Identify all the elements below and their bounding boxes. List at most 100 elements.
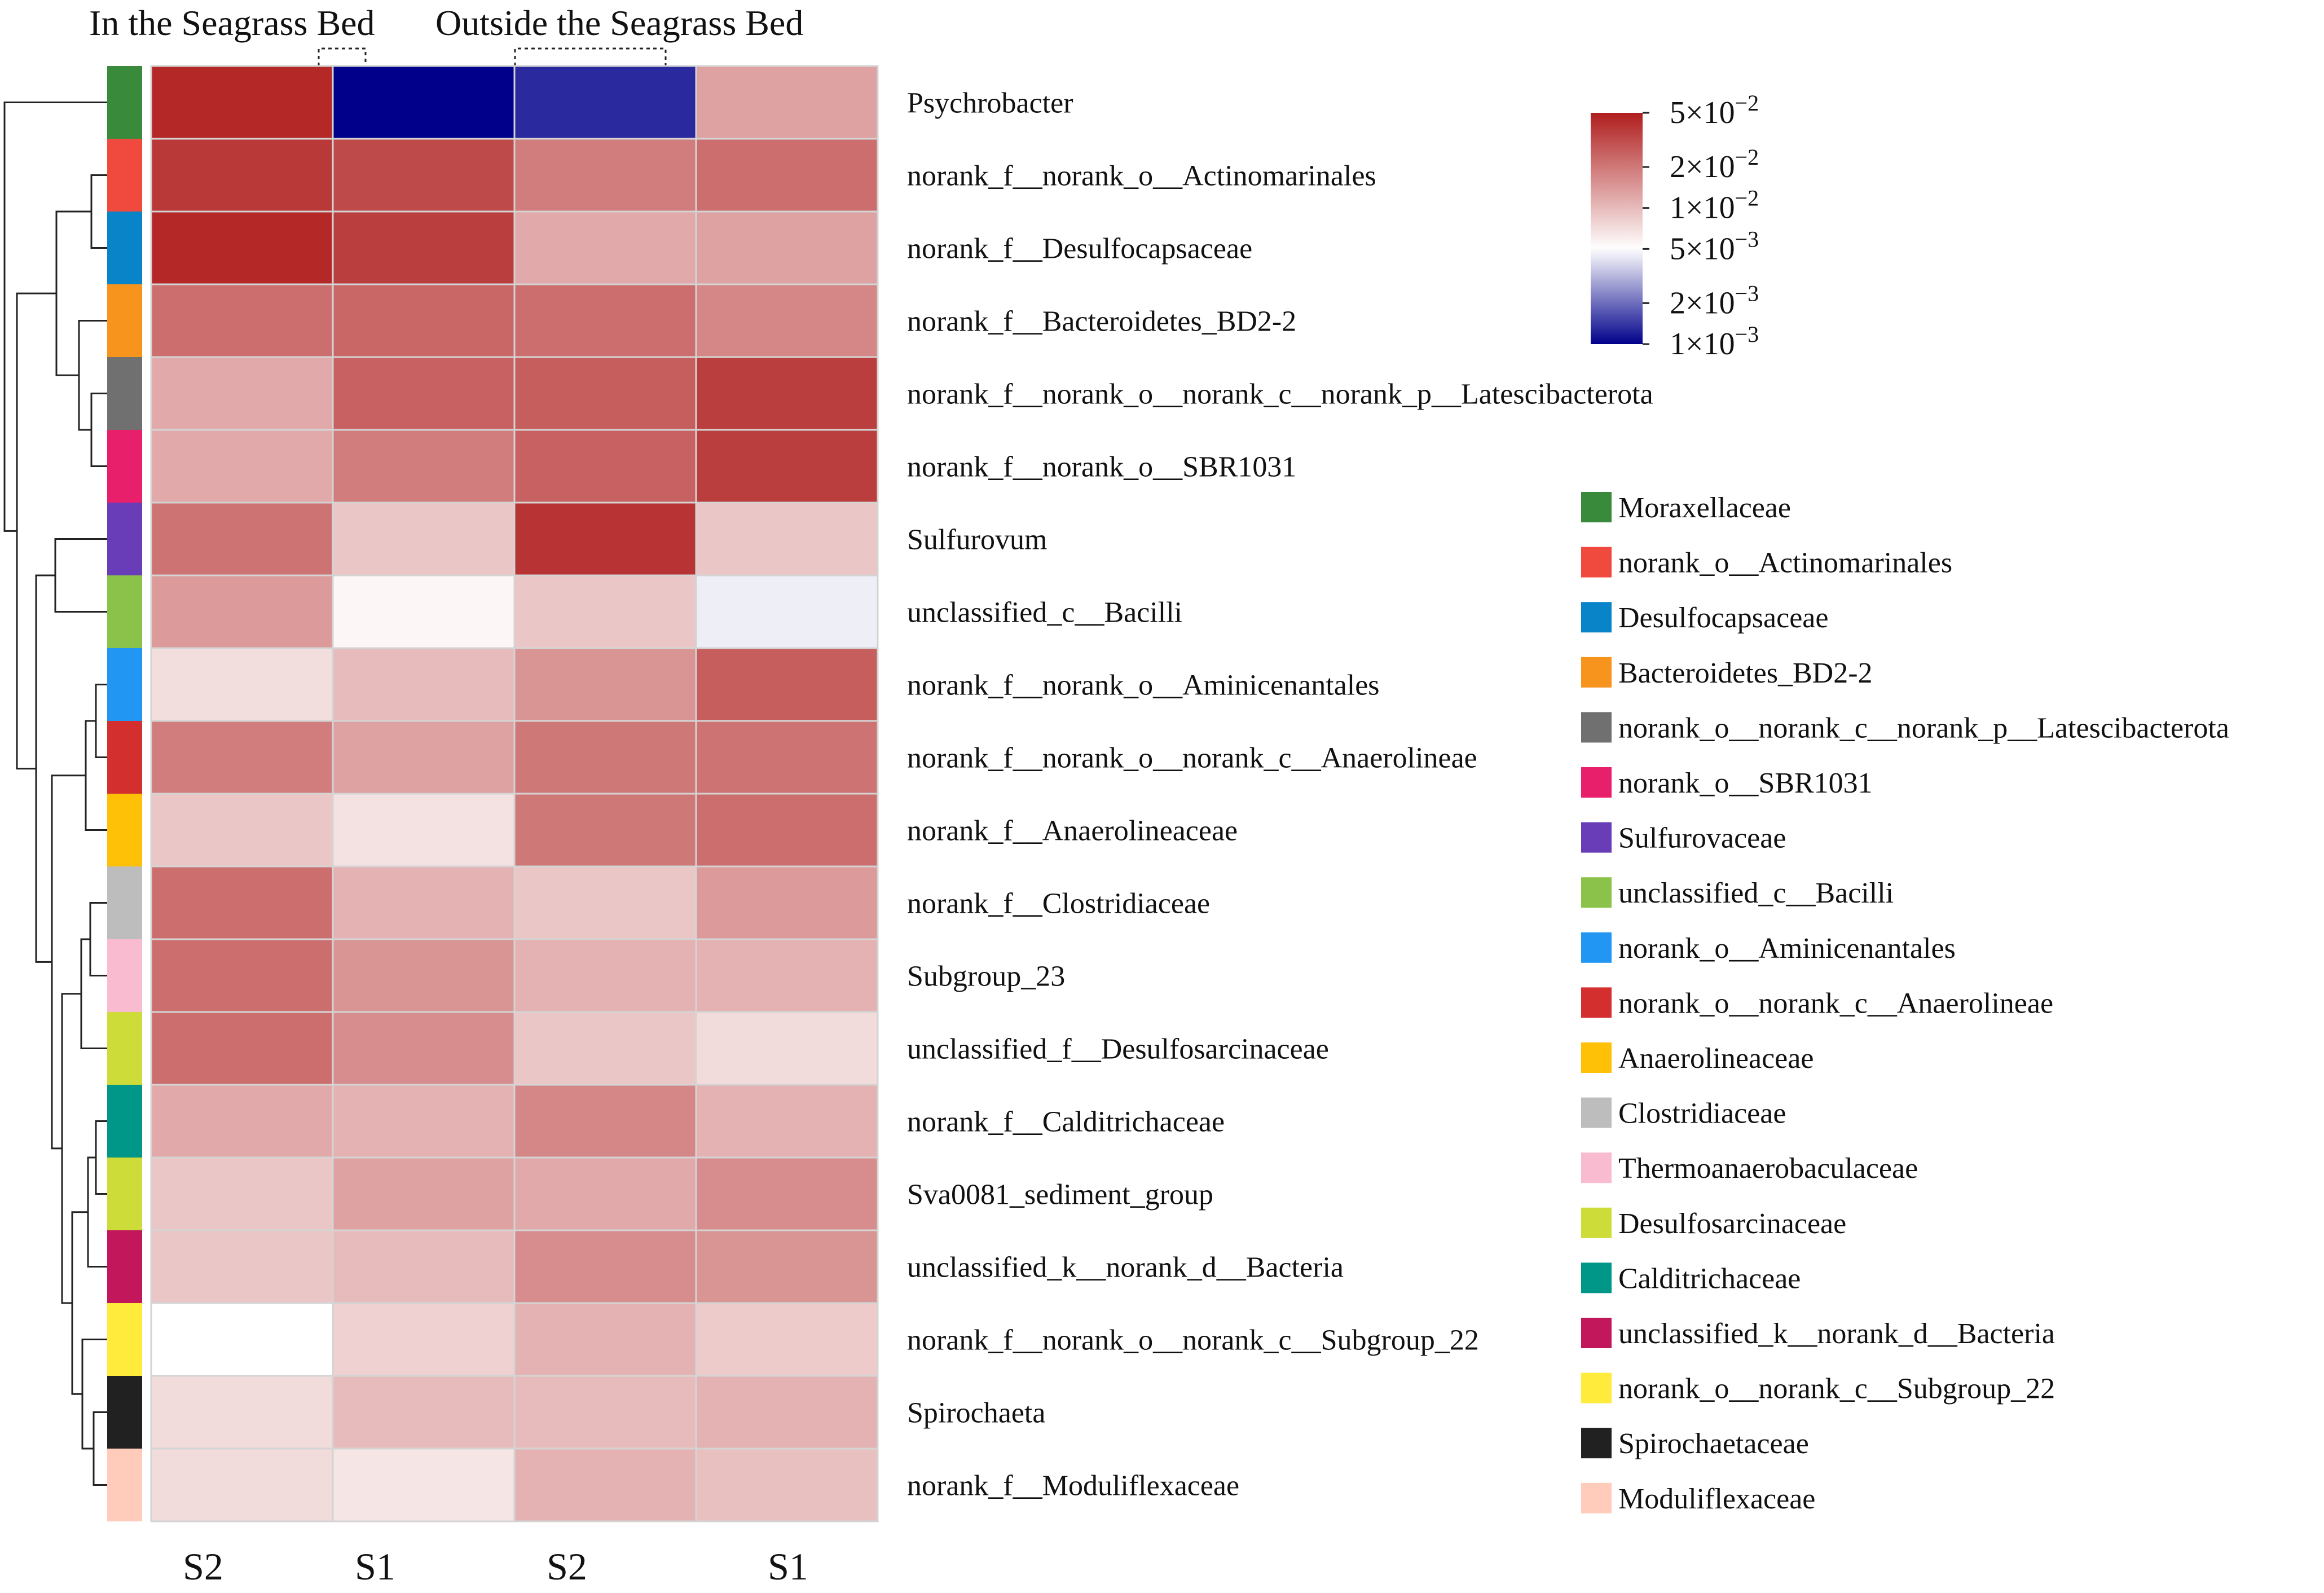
heatmap-cell <box>332 574 516 649</box>
dendrogram-branch <box>54 538 107 613</box>
dendrogram-branch <box>71 1211 88 1395</box>
family-strip-cell <box>107 575 142 648</box>
family-strip-cell <box>107 1303 142 1376</box>
legend-label: Moraxellaceae <box>1618 492 1791 524</box>
heatmap-cell <box>150 356 334 431</box>
column-cluster-bracket <box>514 47 667 66</box>
legend-swatch <box>1581 1097 1612 1128</box>
heatmap-cells <box>150 65 879 1522</box>
legend-label: Desulfocapsaceae <box>1618 602 1828 634</box>
heatmap-cell <box>513 938 697 1013</box>
legend-swatch <box>1581 1372 1612 1403</box>
heatmap-cell <box>695 356 879 431</box>
column-label: S1 <box>355 1545 395 1588</box>
heatmap-cell <box>513 356 697 431</box>
dendrogram-branch <box>90 174 107 249</box>
dendrogram-branch <box>80 938 107 1049</box>
dendrogram-branch <box>90 393 107 467</box>
heatmap-cell <box>695 1084 879 1159</box>
heatmap-cell <box>513 1084 697 1159</box>
heatmap-cell <box>513 865 697 940</box>
heatmap-cell <box>150 1229 334 1304</box>
heatmap-cell <box>150 501 334 577</box>
row-label: unclassified_k__norank_d__Bacteria <box>907 1252 1344 1284</box>
legend-swatch <box>1581 767 1612 798</box>
family-strip-cell <box>107 794 142 866</box>
row-label: Psychrobacter <box>907 87 1073 120</box>
heatmap-cell <box>150 65 334 140</box>
legend-label: norank_o__norank_c__Anaerolineae <box>1618 987 2053 1019</box>
column-label: S2 <box>183 1545 223 1588</box>
color-scale-label: 5×10−3 <box>1670 226 1759 266</box>
column-labels: S2 S1 S2 S1 <box>183 1545 808 1588</box>
legend-label: norank_o__norank_c__Subgroup_22 <box>1618 1373 2055 1405</box>
heatmap-cell <box>332 1447 516 1522</box>
legend-label: Bacteroidetes_BD2-2 <box>1618 657 1873 689</box>
heatmap-cell <box>695 138 879 213</box>
heatmap-cell <box>150 865 334 940</box>
row-label: Subgroup_23 <box>907 961 1065 993</box>
legend-swatch <box>1581 987 1612 1018</box>
heatmap-cell <box>695 1375 879 1450</box>
heatmap-cell <box>332 1229 516 1304</box>
heatmap-cell <box>150 938 334 1013</box>
legend-label: unclassified_k__norank_d__Bacteria <box>1618 1318 2055 1350</box>
group-title-in-seagrass-bed: In the Seagrass Bed <box>89 3 375 43</box>
row-label: Sulfurovum <box>907 524 1047 556</box>
heatmap-cell <box>513 1011 697 1086</box>
dendrogram-branch <box>93 1411 107 1486</box>
legend-swatch <box>1581 1428 1612 1459</box>
row-labels: Psychrobacter norank_f__norank_o__Actinom… <box>907 87 1653 1502</box>
color-scale-label: 1×10−2 <box>1670 186 1759 226</box>
heatmap-cell <box>332 138 516 213</box>
heatmap-cell <box>695 65 879 140</box>
color-scale-label: 2×10−2 <box>1670 144 1759 184</box>
family-color-strip <box>107 66 142 1521</box>
row-label: unclassified_f__Desulfosarcinaceae <box>907 1033 1329 1066</box>
row-label: norank_f__Desulfocapsaceae <box>907 233 1252 265</box>
legend-swatch <box>1581 1482 1612 1513</box>
heatmap-cell <box>695 1302 879 1377</box>
row-label: unclassified_c__Bacilli <box>907 597 1182 629</box>
dendrogram-branch <box>95 684 107 758</box>
heatmap-cell <box>513 647 697 722</box>
family-strip-cell <box>107 1376 142 1449</box>
heatmap-cell <box>150 793 334 868</box>
legend-swatch <box>1581 602 1612 633</box>
heatmap-cell <box>513 138 697 213</box>
legend-label: Clostridiaceae <box>1618 1098 1786 1130</box>
heatmap-cell <box>332 1302 516 1377</box>
legend-label: unclassified_c__Bacilli <box>1618 877 1894 909</box>
heatmap-cell <box>150 283 334 358</box>
legend-label: norank_o__SBR1031 <box>1618 767 1873 799</box>
family-strip-cell <box>107 1230 142 1303</box>
heatmap-cell <box>332 720 516 795</box>
family-strip-cell <box>107 357 142 430</box>
legend-swatch <box>1581 1318 1612 1348</box>
family-strip-cell <box>107 866 142 939</box>
dendrogram-branch <box>87 1156 107 1268</box>
heatmap-cell <box>150 1447 334 1522</box>
row-label: norank_f__norank_o__Aminicenantales <box>907 670 1380 702</box>
heatmap-cell <box>332 793 516 868</box>
heatmap-cell <box>513 65 697 140</box>
heatmap-cell <box>695 429 879 504</box>
heatmap-cell <box>332 210 516 285</box>
legend-swatch <box>1581 1152 1612 1183</box>
group-titles: In the Seagrass Bed Outside the Seagrass… <box>89 3 803 43</box>
heatmap-cell <box>695 793 879 868</box>
heatmap-cell <box>513 283 697 358</box>
legend-swatch <box>1581 712 1612 743</box>
dendrogram-branch <box>81 1339 107 1450</box>
legend-label: norank_o__Aminicenantales <box>1618 932 1956 965</box>
heatmap-cell <box>695 720 879 795</box>
row-label: norank_f__norank_o__norank_c__norank_p__… <box>907 379 1653 411</box>
row-label: norank_f__norank_o__norank_c__Anaeroline… <box>907 742 1477 775</box>
heatmap-cell <box>150 1375 334 1450</box>
legend-swatch <box>1581 1262 1612 1293</box>
heatmap-cell <box>150 1011 334 1086</box>
dendrogram-branch <box>3 102 107 532</box>
family-strip-cell <box>107 284 142 357</box>
heatmap-cell <box>150 138 334 213</box>
